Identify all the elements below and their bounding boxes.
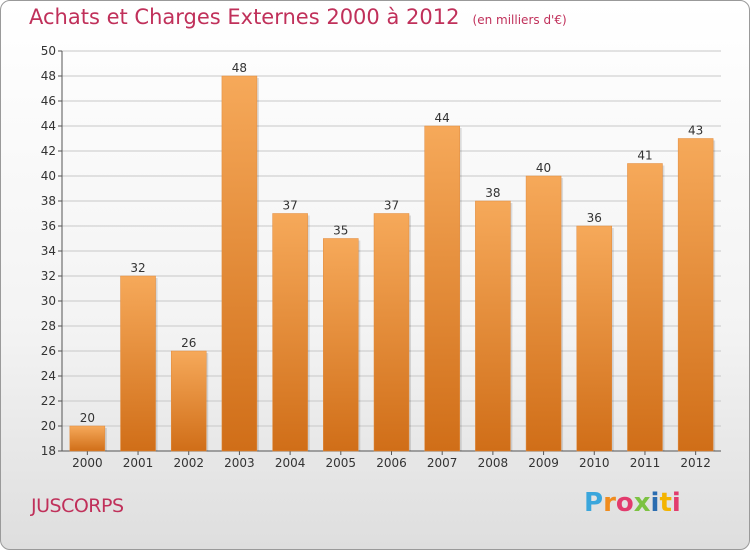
x-tick-label: 2008 <box>478 456 509 470</box>
x-tick-labels: 2000 2001 2002 2003 2004 2005 2006 2007 2008 2009… <box>72 456 711 470</box>
place-name: JUSCORPS <box>31 495 124 517</box>
logo-letter: x <box>633 488 651 518</box>
y-tick-label: 26 <box>41 344 56 358</box>
y-tick-label: 44 <box>41 119 56 133</box>
data-label-2001: 32 <box>130 261 145 275</box>
chart-unit: (en milliers d'€) <box>472 13 567 27</box>
bar-2000 <box>69 425 106 452</box>
x-tick-label: 2006 <box>376 456 407 470</box>
y-tick-label: 48 <box>41 69 56 83</box>
x-tick-label: 2007 <box>427 456 458 470</box>
y-tick-label: 24 <box>41 369 56 383</box>
data-label-2003: 48 <box>232 61 247 75</box>
bar-2001 <box>120 275 156 452</box>
y-tick-label: 38 <box>41 194 56 208</box>
x-tick-label: 2010 <box>579 456 610 470</box>
proxiti-logo: Proxiti <box>584 488 681 518</box>
x-tick-label: 2012 <box>680 456 711 470</box>
chart-header: Achats et Charges Externes 2000 à 2012 (… <box>29 5 567 29</box>
bar-2005 <box>323 238 359 452</box>
bar-2010 <box>576 225 613 452</box>
logo-letter: r <box>603 488 616 518</box>
bar-2011 <box>627 163 663 452</box>
y-tick-label: 46 <box>41 94 56 108</box>
x-tick-label: 2005 <box>326 456 357 470</box>
y-tick-label: 36 <box>41 219 56 233</box>
data-label-2009: 40 <box>536 161 551 175</box>
bar-2012 <box>677 138 714 452</box>
bar-2004 <box>272 213 308 452</box>
y-tick-label: 34 <box>41 244 56 258</box>
y-tick-label: 40 <box>41 169 56 183</box>
logo-letter: i <box>671 488 681 518</box>
logo-letter: P <box>584 488 604 518</box>
x-tick-label: 2009 <box>528 456 559 470</box>
y-tick-label: 32 <box>41 269 56 283</box>
data-labels: 20 32 26 48 37 35 37 44 38 40 36 41 43 <box>80 61 704 425</box>
y-tick-label: 18 <box>41 444 56 458</box>
y-tick-label: 50 <box>41 44 56 58</box>
bars <box>69 75 716 452</box>
data-label-2010: 36 <box>587 211 602 225</box>
data-label-2000: 20 <box>80 411 95 425</box>
bar-2008 <box>475 200 511 452</box>
data-label-2005: 35 <box>333 224 348 238</box>
x-tick-label: 2000 <box>72 456 103 470</box>
data-label-2011: 41 <box>637 149 652 163</box>
y-tick-labels: 18 20 22 24 26 28 30 32 34 36 38 40 42 44 46 48 50 <box>41 44 56 458</box>
data-label-2006: 37 <box>384 199 399 213</box>
x-tick-label: 2011 <box>630 456 661 470</box>
y-tick-label: 42 <box>41 144 56 158</box>
x-tick-label: 2003 <box>224 456 255 470</box>
logo-letter: o <box>615 488 634 518</box>
data-label-2007: 44 <box>435 111 450 125</box>
bar-2003 <box>221 75 258 452</box>
y-tick-label: 28 <box>41 319 56 333</box>
x-tick-label: 2001 <box>123 456 154 470</box>
data-label-2012: 43 <box>688 124 703 138</box>
data-label-2004: 37 <box>282 199 297 213</box>
logo-letter: t <box>659 488 672 518</box>
bar-2006 <box>373 213 410 452</box>
data-label-2008: 38 <box>485 186 500 200</box>
y-tick-label: 20 <box>41 419 56 433</box>
bar-2009 <box>525 175 562 452</box>
bar-2007 <box>424 125 460 452</box>
y-tick-label: 30 <box>41 294 56 308</box>
data-label-2002: 26 <box>181 336 196 350</box>
bar-2002 <box>170 350 207 452</box>
y-tick-label: 22 <box>41 394 56 408</box>
x-tick-label: 2004 <box>275 456 306 470</box>
logo-letter: i <box>650 488 660 518</box>
chart-title: Achats et Charges Externes 2000 à 2012 <box>29 5 460 29</box>
x-tick-label: 2002 <box>173 456 204 470</box>
